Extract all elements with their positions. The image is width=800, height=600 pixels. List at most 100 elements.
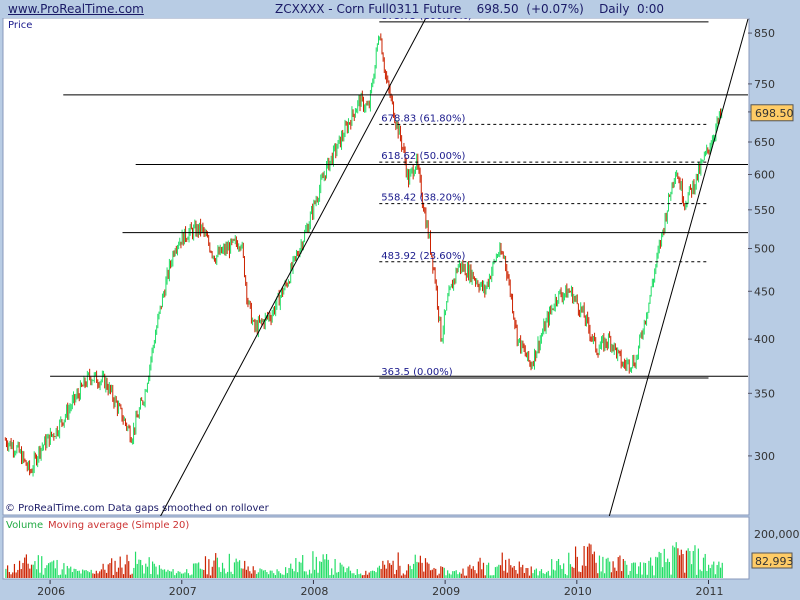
volume-bar — [85, 570, 87, 578]
volume-bar — [716, 564, 718, 578]
volume-bar — [353, 573, 355, 578]
volume-bar — [571, 566, 573, 578]
volume-bar — [590, 544, 592, 578]
volume-bar — [10, 574, 12, 578]
volume-bar — [30, 564, 33, 578]
volume-bar — [179, 571, 181, 578]
volume-bar — [225, 573, 227, 578]
volume-bar — [158, 565, 161, 578]
volume-bar — [215, 553, 217, 578]
volume-bar — [477, 561, 479, 578]
site-link[interactable]: www.ProRealTime.com — [8, 2, 144, 16]
volume-bar — [300, 562, 302, 578]
volume-bar — [665, 562, 667, 578]
price-panel[interactable]: Price © ProRealTime.com Data gaps smooth… — [0, 18, 800, 516]
volume-bar — [105, 572, 108, 578]
volume-bar — [603, 573, 606, 578]
volume-bar — [663, 548, 665, 578]
volume-bar — [612, 561, 614, 578]
volume-bar — [513, 565, 515, 578]
volume-bar — [104, 569, 106, 578]
volume-bar — [169, 571, 171, 578]
volume-bar — [177, 571, 179, 578]
fib-annotations: 873.75 (100.00%) 678.83 (61.80%) 618.62 (5… — [379, 18, 709, 379]
volume-bar — [279, 573, 282, 578]
volume-bar — [697, 548, 699, 578]
volume-bar — [87, 571, 89, 578]
volume-bar — [150, 574, 152, 578]
volume-bar — [687, 548, 689, 578]
volume-bar — [467, 566, 469, 578]
volume-bar — [518, 561, 520, 578]
volume-bar — [199, 568, 201, 578]
volume-current-label: 82,993 — [755, 555, 794, 568]
volume-bar — [264, 569, 266, 578]
volume-bar — [363, 574, 365, 578]
volume-bar — [250, 573, 253, 578]
volume-bar — [721, 562, 723, 578]
volume-bar — [544, 573, 546, 578]
volume-bar — [614, 567, 616, 578]
volume-bar — [317, 572, 319, 578]
volume-bar — [392, 560, 394, 578]
volume-bar — [624, 560, 626, 578]
volume-bar — [20, 569, 22, 578]
volume-bar — [293, 571, 295, 578]
volume-bar — [592, 554, 594, 578]
volume-bar — [141, 565, 143, 578]
volume-bar — [506, 572, 508, 578]
volume-bar — [564, 573, 566, 578]
volume-bar — [641, 574, 643, 578]
volume-bar — [557, 558, 560, 578]
volume-bar — [97, 573, 99, 578]
volume-bar — [380, 568, 382, 578]
trend-line — [160, 18, 426, 516]
volume-bar — [399, 565, 401, 578]
volume-bar — [180, 573, 183, 578]
volume-bar — [228, 553, 230, 578]
volume-bar — [627, 574, 630, 578]
volume-bar — [337, 571, 340, 578]
volume-bar — [194, 563, 196, 578]
volume-bar — [320, 561, 323, 578]
volume-bar — [668, 561, 670, 578]
volume-bar — [273, 573, 275, 578]
volume-bar — [499, 565, 502, 578]
volume-panel[interactable]: Volume Moving average (Simple 20) 200,00… — [0, 516, 800, 580]
volume-bar — [576, 556, 578, 578]
fib-level-label: 873.75 (100.00%) — [381, 18, 472, 22]
volume-bar — [128, 561, 130, 578]
volume-bar — [377, 567, 379, 578]
volume-bar — [522, 564, 524, 578]
volume-bar — [679, 555, 681, 578]
volume-bar — [276, 569, 278, 578]
volume-bar — [82, 569, 84, 578]
volume-bar — [718, 561, 720, 578]
volume-bar — [58, 575, 60, 578]
volume-bar — [486, 564, 488, 578]
trend-line — [608, 18, 749, 516]
volume-bar — [551, 559, 553, 578]
volume-bar — [424, 558, 427, 578]
volume-bar — [5, 568, 7, 578]
volume-bar — [692, 551, 694, 578]
volume-bar — [469, 564, 471, 578]
volume-bar — [198, 562, 200, 578]
volume-bar — [329, 575, 331, 578]
volume-bar — [709, 568, 711, 578]
volume-bar — [433, 567, 435, 578]
volume-bar — [252, 566, 254, 578]
volume-bar — [719, 567, 722, 578]
volume-bar — [378, 565, 381, 578]
volume-bar — [474, 570, 476, 578]
volume-bar — [636, 573, 638, 578]
volume-bar — [61, 569, 63, 578]
volume-bar — [8, 572, 10, 578]
volume-bar — [354, 575, 357, 578]
volume-bar — [447, 570, 449, 578]
volume-bar — [63, 563, 65, 578]
volume-bar — [80, 573, 82, 578]
y-tick-label: 600 — [754, 168, 775, 181]
volume-bar — [672, 545, 674, 578]
y-tick-label: 300 — [754, 450, 775, 463]
